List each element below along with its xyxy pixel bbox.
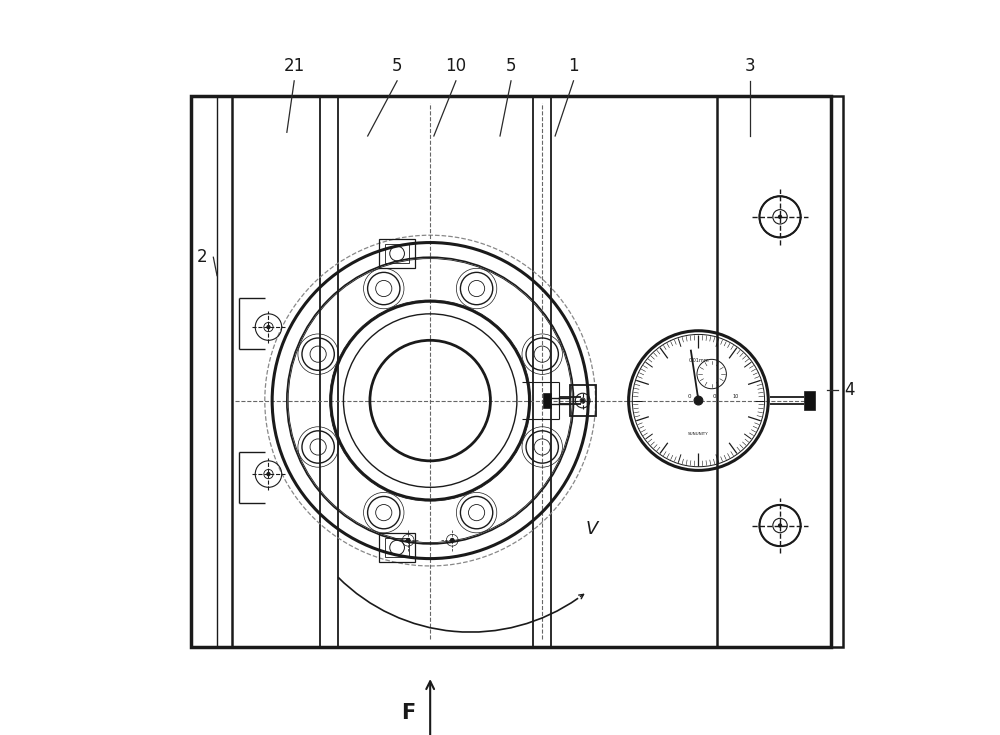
Text: 10: 10 bbox=[732, 395, 738, 399]
Bar bbox=[379, 239, 415, 268]
Bar bbox=[379, 533, 415, 562]
Bar bbox=[385, 538, 409, 557]
Circle shape bbox=[694, 396, 703, 405]
Circle shape bbox=[779, 524, 782, 527]
Text: 2: 2 bbox=[197, 248, 208, 266]
Circle shape bbox=[407, 539, 410, 542]
Bar bbox=[717, 96, 843, 647]
Text: 5: 5 bbox=[392, 57, 402, 75]
Circle shape bbox=[581, 399, 584, 402]
Text: 0.01mm: 0.01mm bbox=[688, 357, 709, 362]
Text: F: F bbox=[401, 703, 415, 723]
Circle shape bbox=[779, 215, 782, 218]
Circle shape bbox=[451, 539, 454, 542]
Circle shape bbox=[267, 473, 270, 476]
Text: 1: 1 bbox=[568, 57, 579, 75]
Text: 5: 5 bbox=[506, 57, 516, 75]
Bar bbox=[385, 244, 409, 263]
Circle shape bbox=[267, 326, 270, 329]
Text: SUNUNITY: SUNUNITY bbox=[688, 432, 709, 436]
Text: 3: 3 bbox=[745, 57, 755, 75]
Bar bbox=[191, 96, 831, 647]
Bar bbox=[804, 391, 815, 410]
Text: 0: 0 bbox=[713, 395, 716, 399]
Text: V: V bbox=[586, 520, 598, 538]
Text: 10: 10 bbox=[445, 57, 466, 75]
Text: 4: 4 bbox=[844, 381, 854, 398]
Bar bbox=[570, 385, 596, 416]
Text: 21: 21 bbox=[284, 57, 305, 75]
Text: 0: 0 bbox=[687, 395, 691, 399]
Bar bbox=[191, 96, 232, 647]
Bar bbox=[543, 393, 551, 408]
